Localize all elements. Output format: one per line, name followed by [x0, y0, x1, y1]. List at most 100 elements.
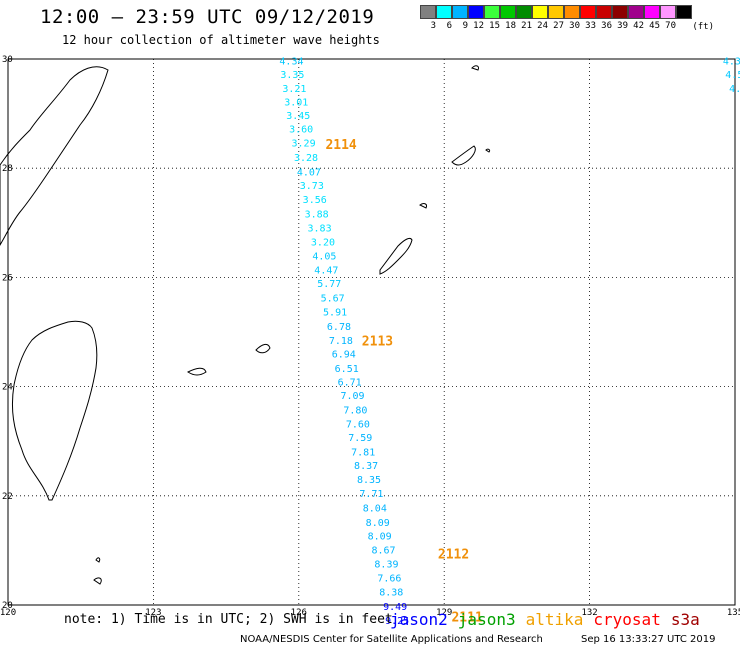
legend-swatch [516, 5, 532, 19]
wave-height-label: 7.60 [346, 420, 370, 431]
wave-height-label: 8.09 [368, 531, 392, 542]
legend-swatch [660, 5, 676, 19]
wave-height-label: 3.35 [280, 70, 304, 81]
wave-height-label: 3.83 [308, 224, 332, 235]
legend-swatch [644, 5, 660, 19]
satellite-name: jason3 [457, 610, 516, 629]
wave-height-label: 7.71 [359, 489, 383, 500]
wave-height-label: 8.38 [379, 588, 403, 599]
legend-label: 45 [649, 21, 660, 31]
legend-label: 6 [446, 21, 452, 31]
wave-height-label: 4.35 [723, 56, 740, 67]
lon-tick-label: 123 [145, 608, 161, 618]
wave-height-label: 8.09 [366, 518, 390, 529]
lon-tick-label: 120 [0, 608, 16, 618]
legend-swatch [484, 5, 500, 19]
footer-timestamp: Sep 16 13:33:27 UTC 2019 [581, 634, 716, 645]
wave-height-label: 4.47 [314, 266, 338, 277]
island-small-5 [485, 148, 491, 153]
wave-height-label: 6.71 [338, 378, 362, 389]
island-small-2 [93, 577, 102, 585]
map-subtitle: 12 hour collection of altimeter wave hei… [62, 33, 380, 47]
graticule [7, 58, 736, 606]
legend-label: 70 [665, 21, 676, 31]
wave-height-label: 4.07 [297, 167, 321, 178]
map-title: 12:00 – 23:59 UTC 09/12/2019 [40, 6, 375, 28]
lon-tick-label: 135 [727, 608, 740, 618]
legend-label: 30 [569, 21, 580, 31]
wave-height-label: 7.59 [348, 433, 372, 444]
lat-tick-label: 30 [2, 55, 13, 65]
color-legend: 3 6 9 12 15 18 21 24 27 30 33 36 39 42 45 70 (ft) [420, 5, 714, 32]
lon-tick-label: 132 [581, 608, 597, 618]
wave-height-label: 6.94 [332, 350, 356, 361]
legend-swatch [580, 5, 596, 19]
island-small-3 [419, 203, 427, 209]
legend-swatch [628, 5, 644, 19]
legend-swatch [596, 5, 612, 19]
legend-label: 42 [633, 21, 644, 31]
legend-swatch [500, 5, 516, 19]
wave-height-label: 3.60 [289, 125, 313, 136]
japan-coast [0, 66, 109, 246]
legend-swatches [420, 5, 692, 19]
wave-height-label: 7.80 [343, 405, 367, 416]
wave-height-label: 7.18 [329, 336, 353, 347]
wave-height-label: 4.34 [279, 56, 303, 67]
legend-label: 12 [473, 21, 484, 31]
legend-swatch [452, 5, 468, 19]
wave-height-label: 3.20 [311, 238, 335, 249]
wave-height-label: 8.67 [372, 546, 396, 557]
pass-number-label: 2113 [362, 335, 393, 350]
footer-credit: NOAA/NESDIS Center for Satellite Applica… [240, 634, 543, 645]
wave-height-label: 6.78 [327, 322, 351, 333]
okinawa-island [379, 237, 413, 275]
island-small-1 [95, 557, 101, 563]
legend-swatch [436, 5, 452, 19]
legend-swatch [532, 5, 548, 19]
legend-label: 33 [585, 21, 596, 31]
miyako-island [255, 343, 271, 354]
legend-label: 3 [430, 21, 436, 31]
wave-height-label: 3.45 [286, 111, 310, 122]
note-text: note: 1) Time is in UTC; 2) SWH is in fe… [64, 612, 393, 627]
wave-height-label: 8.35 [357, 475, 381, 486]
satellite-name: cryosat [593, 610, 661, 629]
wave-height-label: 6.51 [335, 364, 359, 375]
wave-height-label: 3.28 [294, 153, 318, 164]
wave-height-label: 8.04 [363, 504, 387, 515]
wave-height-label: 3.01 [284, 97, 308, 108]
satellite-name: altika [525, 610, 584, 629]
legend-swatch [564, 5, 580, 19]
legend-label: 24 [537, 21, 548, 31]
wave-height-label: 7.66 [377, 574, 401, 585]
legend-label: 39 [617, 21, 628, 31]
ishigaki-island [187, 367, 207, 376]
wave-height-label: 7.81 [351, 447, 375, 458]
legend-swatch [548, 5, 564, 19]
legend-labels: 3 6 9 12 15 18 21 24 27 30 33 36 39 42 45 70 [420, 21, 692, 31]
pass-number-label: 2112 [438, 548, 469, 563]
wave-height-label: 8.39 [374, 559, 398, 570]
lon-tick-label: 126 [291, 608, 307, 618]
wave-height-label: 3.21 [282, 84, 306, 95]
wave-height-label: 9.25 [385, 616, 409, 627]
legend-swatch [676, 5, 692, 19]
legend-swatch [612, 5, 628, 19]
wave-height-label: 3.29 [292, 138, 316, 149]
lat-tick-label: 24 [2, 383, 13, 393]
wave-height-label: 5.67 [321, 293, 345, 304]
wave-height-label: 3.88 [305, 209, 329, 220]
axis-labels: 120 123 126 129 132 135 30 28 26 24 22 20 [0, 55, 740, 618]
wave-height-label: 8.37 [354, 461, 378, 472]
taiwan-coast [11, 320, 98, 501]
pass-number-label: 2111 [451, 610, 482, 625]
legend-label: 27 [553, 21, 564, 31]
wave-height-label: 4.3 [729, 84, 740, 95]
legend-swatch [420, 5, 436, 19]
wave-height-label: 9.49 [383, 602, 407, 613]
wave-height-label: 4.5? [725, 70, 740, 81]
lat-tick-label: 28 [2, 164, 13, 174]
wave-height-label: 5.77 [317, 279, 341, 290]
